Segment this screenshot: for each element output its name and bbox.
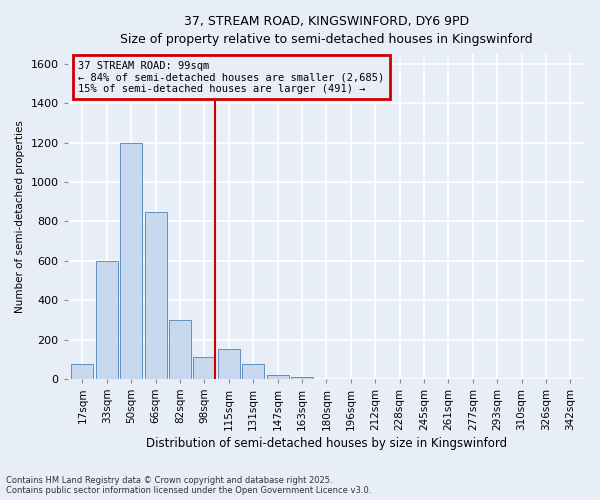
Bar [96,261,118,379]
Bar [71,364,94,379]
Bar [291,376,313,379]
Title: 37, STREAM ROAD, KINGSWINFORD, DY6 9PD
Size of property relative to semi-detache: 37, STREAM ROAD, KINGSWINFORD, DY6 9PD S… [120,15,533,46]
Bar [169,320,191,379]
Bar [193,357,215,379]
Bar [218,350,240,379]
Bar [266,375,289,379]
Text: 37 STREAM ROAD: 99sqm
← 84% of semi-detached houses are smaller (2,685)
15% of s: 37 STREAM ROAD: 99sqm ← 84% of semi-deta… [78,60,385,94]
Text: Contains HM Land Registry data © Crown copyright and database right 2025.
Contai: Contains HM Land Registry data © Crown c… [6,476,371,495]
Bar [145,212,167,379]
Bar [120,142,142,379]
Y-axis label: Number of semi-detached properties: Number of semi-detached properties [15,120,25,313]
X-axis label: Distribution of semi-detached houses by size in Kingswinford: Distribution of semi-detached houses by … [146,437,507,450]
Bar [242,364,264,379]
